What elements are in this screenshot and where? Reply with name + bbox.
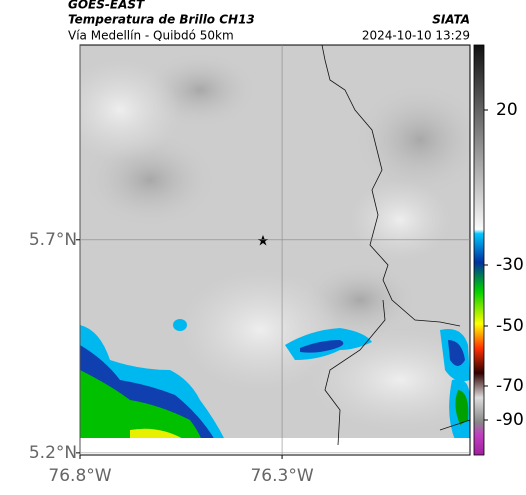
- colorbar-tick-label: -30: [496, 255, 524, 275]
- station-marker: [258, 235, 268, 246]
- colorbar-tick-label: -90: [496, 410, 524, 430]
- map-image: [80, 45, 470, 455]
- colorbar-tick-label: 20: [496, 100, 518, 120]
- y-tick-label: 5.7°N: [29, 230, 77, 250]
- subtitle: Temperatura de Brillo CH13: [68, 13, 255, 27]
- route: Vía Medellín - Quibdó 50km: [68, 29, 234, 43]
- colorbar: [473, 44, 485, 456]
- source: SIATA: [432, 13, 470, 27]
- colorbar-tick-label: -70: [496, 376, 524, 396]
- title: GOES-EAST: [68, 0, 145, 12]
- colorbar-tick-label: -50: [496, 316, 524, 336]
- timestamp: 2024-10-10 13:29: [362, 29, 470, 43]
- x-tick-label: 76.8°W: [48, 466, 111, 486]
- y-tick-label: 5.2°N: [29, 443, 77, 463]
- x-tick-label: 76.3°W: [250, 466, 313, 486]
